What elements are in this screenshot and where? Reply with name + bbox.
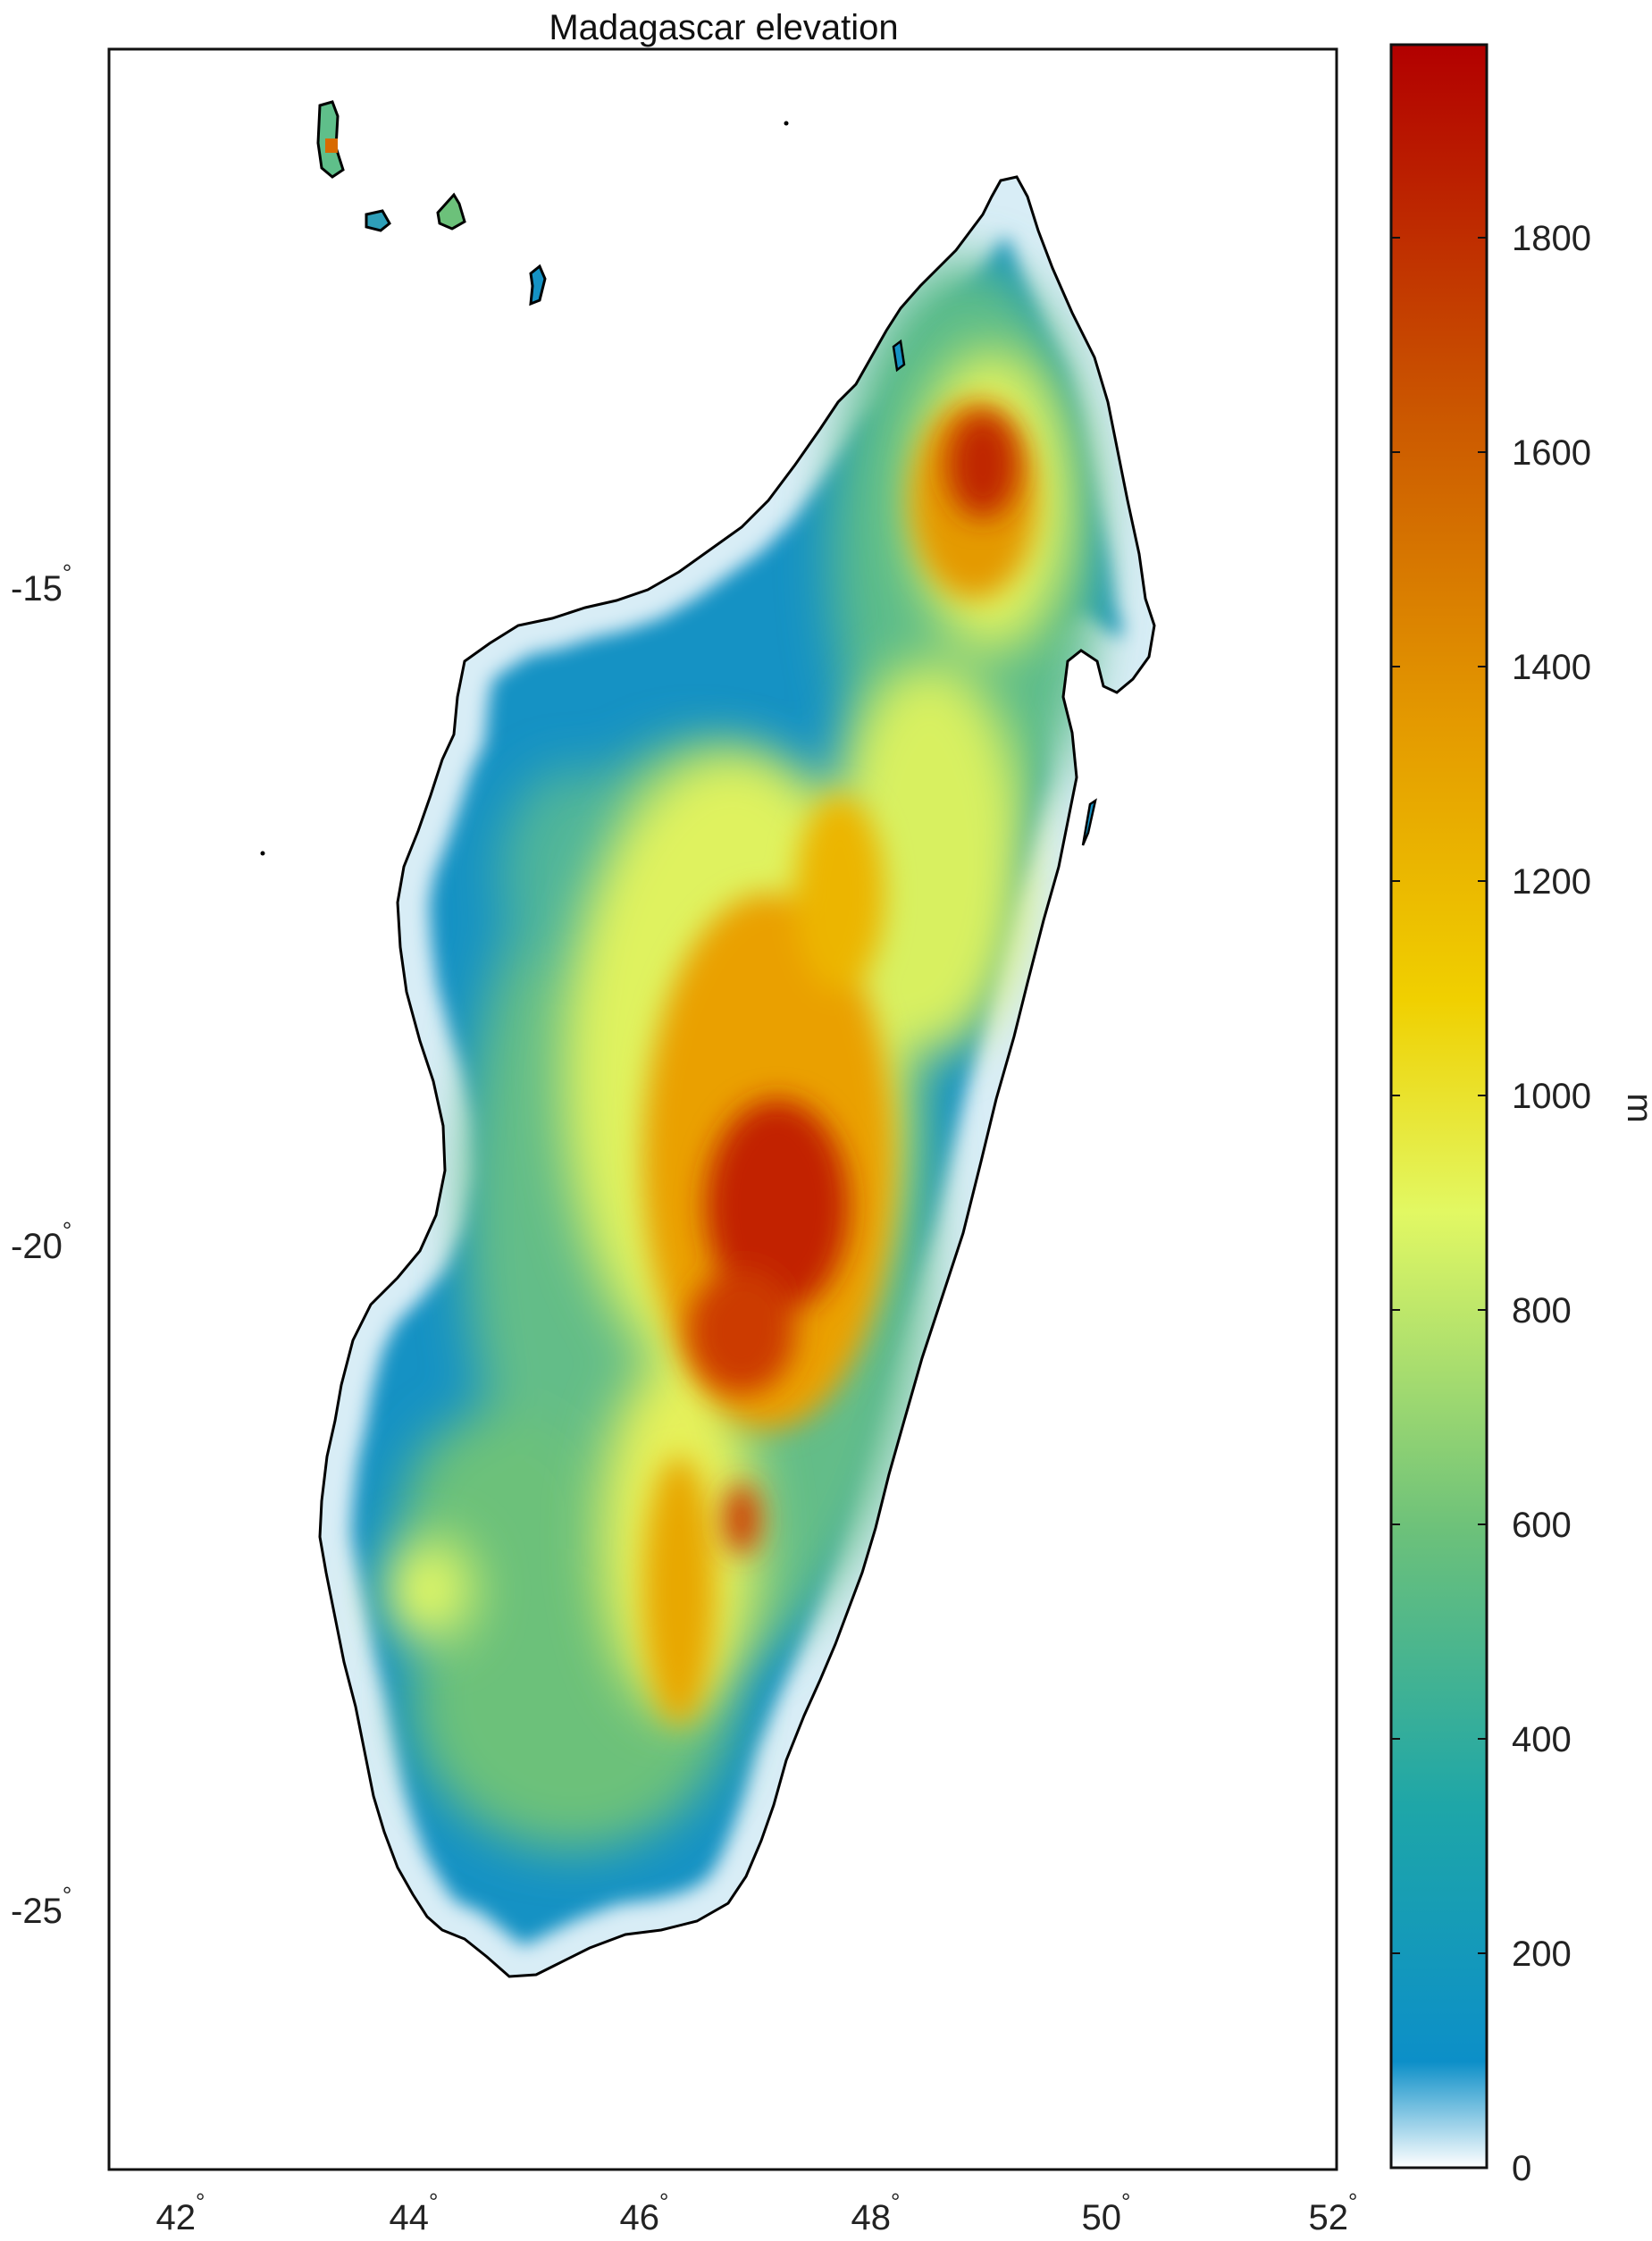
colorbar-tick-label-4: 800 bbox=[1512, 1291, 1572, 1330]
map-axes: 42° 44° 46° 48° 50° 52° -15° -20° -25° bbox=[11, 47, 1358, 2237]
colorbar: 0 200 400 600 800 1000 1200 1400 1600 1800 m bbox=[1389, 43, 1652, 2188]
colorbar-tick-label-5: 1000 bbox=[1512, 1077, 1591, 1116]
x-tick-42: 42° bbox=[156, 2188, 205, 2237]
y-tick-labels: -15° -20° -25° bbox=[11, 559, 71, 1931]
y-tick-neg20: -20° bbox=[11, 1217, 71, 1266]
colorbar-tick-label-9: 1800 bbox=[1512, 219, 1591, 258]
colorbar-tick-label-8: 1600 bbox=[1512, 433, 1591, 473]
colorbar-tick-label-2: 400 bbox=[1512, 1720, 1572, 1759]
x-tick-52: 52° bbox=[1309, 2188, 1358, 2237]
x-tick-labels: 42° 44° 46° 48° 50° 52° bbox=[156, 2188, 1358, 2237]
colorbar-tick-label-7: 1400 bbox=[1512, 648, 1591, 687]
x-tick-46: 46° bbox=[620, 2188, 669, 2237]
y-tick-neg15: -15° bbox=[11, 559, 71, 609]
small-islets bbox=[260, 121, 1097, 856]
colorbar-gradient bbox=[1389, 43, 1488, 2170]
y-tick-neg25: -25° bbox=[11, 1882, 71, 1931]
colorbar-ticks: 0 200 400 600 800 1000 1200 1400 1600 1800 bbox=[1391, 219, 1591, 2188]
x-tick-48: 48° bbox=[851, 2188, 901, 2237]
chart-title: Madagascar elevation bbox=[549, 8, 898, 47]
colorbar-label: m bbox=[1620, 1093, 1652, 1122]
colorbar-tick-label-0: 0 bbox=[1512, 2149, 1531, 2188]
colorbar-tick-label-1: 200 bbox=[1512, 1935, 1572, 1974]
comoros-islands bbox=[316, 100, 547, 306]
colorbar-tick-label-3: 600 bbox=[1512, 1506, 1572, 1545]
colorbar-tick-label-6: 1200 bbox=[1512, 862, 1591, 902]
x-tick-50: 50° bbox=[1082, 2188, 1131, 2237]
x-tick-44: 44° bbox=[390, 2188, 439, 2237]
